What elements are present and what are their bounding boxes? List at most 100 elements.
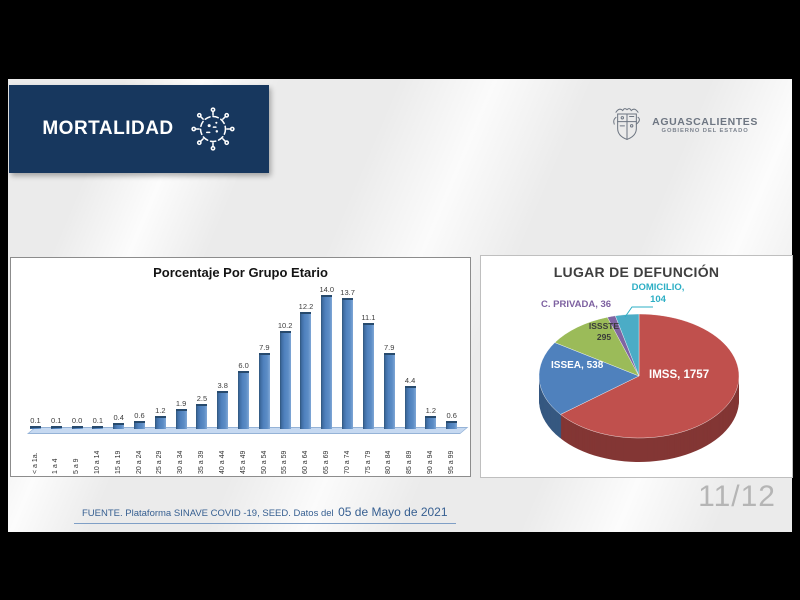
bar-value-label: 1.9 <box>175 399 187 409</box>
bar-value-label: 0.1 <box>30 416 41 425</box>
bar-column: 13.7 70 a 74 <box>337 288 358 474</box>
bar-value-label: 13.7 <box>340 288 355 298</box>
bar <box>175 409 187 429</box>
pie-slice-issste <box>554 316 640 377</box>
bar-category-label: 20 a 24 <box>135 450 143 474</box>
bar-value-label: 0.1 <box>51 416 62 425</box>
bar-column: 3.8 40 a 44 <box>212 381 233 474</box>
title-banner: MORTALIDAD <box>9 85 269 173</box>
bar-category-label: 85 a 89 <box>406 450 414 474</box>
bar-column: 6.0 45 a 49 <box>233 361 254 474</box>
bar <box>446 421 458 429</box>
bar-column: 0.6 95 a 99 <box>441 411 462 474</box>
bar-category-label: 80 a 84 <box>385 450 393 474</box>
bar-category-label: 50 a 54 <box>260 450 268 474</box>
bar-category-label: 10 a 14 <box>94 450 101 474</box>
bar-category-label: 30 a 34 <box>177 450 185 474</box>
pie-chart <box>538 306 740 462</box>
bar <box>92 426 104 429</box>
bar-category-label: 55 a 59 <box>281 450 289 474</box>
bar-column: 0.4 15 a 19 <box>108 413 129 474</box>
bar <box>238 370 250 429</box>
bar-chart-title: Porcentaje Por Grupo Etario <box>153 265 328 280</box>
bar-value-label: 11.1 <box>361 312 376 322</box>
bar <box>113 423 125 429</box>
bar-category-label: 40 a 44 <box>218 450 226 474</box>
bar <box>425 415 437 429</box>
pie-slice-issea <box>538 342 640 415</box>
bar-column: 0.6 20 a 24 <box>129 411 150 474</box>
bar-column: 12.2 60 a 64 <box>296 302 317 474</box>
bar-column: 2.5 35 a 39 <box>192 393 213 474</box>
bar <box>362 322 374 429</box>
pie-label-imss: IMSS, 1757 <box>649 369 710 381</box>
presentation-slide: MORTALIDAD <box>8 79 793 532</box>
bar <box>154 415 166 429</box>
bar-value-label: 1.2 <box>425 405 437 415</box>
bar-category-label: 60 a 64 <box>302 450 310 474</box>
pie-slice-imss <box>560 313 740 439</box>
bar-category-label: 25 a 29 <box>156 450 164 474</box>
bar-category-label: 90 a 94 <box>427 450 434 474</box>
bar-column: 0.1 10 a 14 <box>87 416 108 474</box>
bar <box>258 352 270 429</box>
bar <box>196 403 208 429</box>
pie-label-issste: ISSSTE 295 <box>588 321 620 342</box>
bar <box>383 352 395 429</box>
bar-value-label: 0.0 <box>71 416 83 425</box>
bar-column: 0.1 < a 1a. <box>25 416 46 474</box>
bar-column: 11.1 75 a 79 <box>358 313 379 474</box>
source-note-text: FUENTE. Plataforma SINAVE COVID -19, SEE… <box>82 508 334 519</box>
bar <box>404 385 416 429</box>
bar-column: 0.0 5 a 9 <box>67 416 88 474</box>
bar-value-label: 2.5 <box>196 393 208 403</box>
coat-of-arms-icon <box>613 108 641 140</box>
bar-category-label: 75 a 79 <box>364 450 372 474</box>
place-of-death-pie-chart-panel: LUGAR DE DEFUNCIÓN IMSS, 1757 ISSEA, 538 I… <box>480 255 793 478</box>
bar-value-label: 1.2 <box>155 405 166 415</box>
pie-label-domicilio: DOMICILIO, 104 <box>631 282 685 305</box>
bar-column: 4.4 85 a 89 <box>400 376 421 474</box>
bar-column: 1.9 30 a 34 <box>171 399 192 474</box>
bar-category-label: 35 a 39 <box>198 450 206 474</box>
bar-category-label: 65 a 69 <box>322 450 330 474</box>
logo-subtitle: GOBIERNO DEL ESTADO <box>661 127 749 134</box>
source-note-date: 05 de Mayo de 2021 <box>338 505 448 519</box>
bar <box>300 312 312 429</box>
bar-column: 7.9 50 a 54 <box>254 343 275 474</box>
bar-column: 10.2 55 a 59 <box>275 321 296 474</box>
bar-value-label: 10.2 <box>277 321 293 331</box>
source-note: FUENTE. Plataforma SINAVE COVID -19, SEE… <box>74 503 456 524</box>
bar-category-label: 1 a 4 <box>52 458 60 474</box>
pie-label-issea: ISSEA, 538 <box>551 360 604 371</box>
bar-category-label: 15 a 19 <box>114 450 122 474</box>
virus-icon <box>190 107 235 151</box>
pie-leader-line <box>624 306 653 318</box>
government-logo: AGUASCALIENTES GOBIERNO DEL ESTADO <box>610 103 758 147</box>
pie-label-c-privada: C. PRIVADA, 36 <box>541 299 612 310</box>
bar-value-label: 14.0 <box>319 285 335 295</box>
logo-text: AGUASCALIENTES GOBIERNO DEL ESTADO <box>652 116 758 135</box>
bar <box>133 421 145 429</box>
bar-column: 14.0 65 a 69 <box>316 285 337 474</box>
bar-value-label: 0.4 <box>113 413 124 423</box>
bar-value-label: 3.8 <box>217 381 228 391</box>
bar-value-label: 0.6 <box>134 411 145 421</box>
bar <box>342 298 354 429</box>
bar-value-label: 7.9 <box>259 342 270 352</box>
bar-category-label: < a 1a. <box>31 452 39 474</box>
bar-value-label: 0.1 <box>92 416 104 425</box>
bar-category-label: 5 a 9 <box>73 458 81 474</box>
page-indicator: 11/12 <box>698 480 776 513</box>
pie-chart-title: LUGAR DE DEFUNCIÓN <box>553 264 720 280</box>
bar-column: 1.2 25 a 29 <box>150 406 171 474</box>
bar-column: 0.1 1 a 4 <box>46 416 67 474</box>
slide-title: MORTALIDAD <box>42 118 174 139</box>
bar <box>217 391 229 429</box>
bar-column: 7.9 80 a 84 <box>379 343 400 474</box>
bar-column: 1.2 90 a 94 <box>420 406 441 474</box>
bar-value-label: 0.6 <box>446 411 457 421</box>
bar <box>29 426 41 429</box>
bar-category-label: 95 a 99 <box>447 450 455 474</box>
